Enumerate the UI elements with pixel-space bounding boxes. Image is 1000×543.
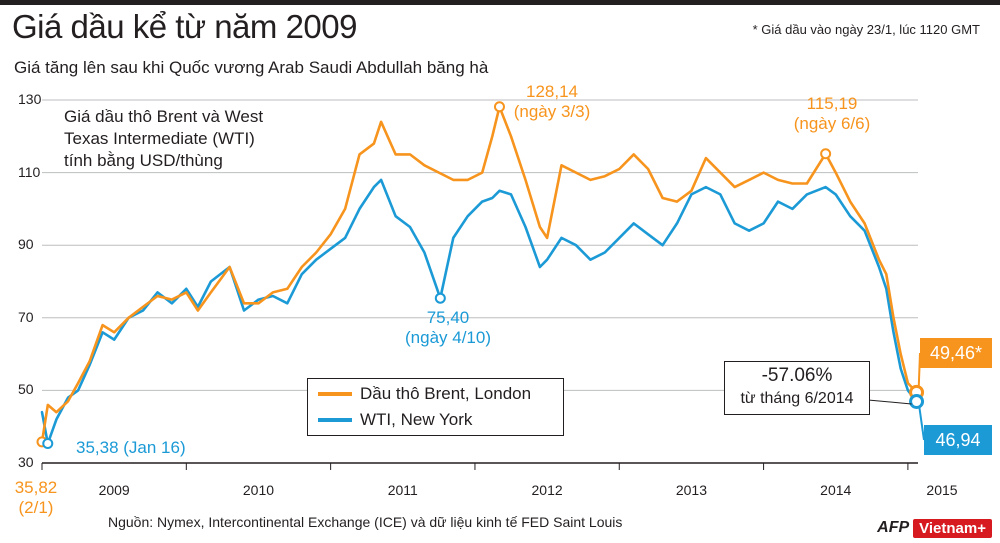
y-tick-label: 130 <box>18 91 42 107</box>
chart-title: Giá dầu kể từ năm 2009 <box>12 8 357 45</box>
brent-end-badge: 49,46* <box>920 338 992 368</box>
wti-low-point <box>42 437 54 449</box>
brent-start-value: 35,82 <box>14 478 58 497</box>
description-line: Giá dầu thô Brent và West <box>64 107 264 126</box>
x-tick-label: 2013 <box>675 482 707 498</box>
wti-dip-point <box>434 292 446 304</box>
legend-item-brent: Dầu thô Brent, London <box>318 382 531 406</box>
x-tick-label: 2009 <box>98 482 130 498</box>
y-tick-label: 50 <box>18 381 34 398</box>
brent-start-date: (2/1) <box>18 498 54 517</box>
x-tick-label: 2010 <box>242 482 275 498</box>
x-tick-label: 2011 <box>387 482 418 498</box>
change-callout: -57.06% từ tháng 6/2014 <box>724 361 870 415</box>
chart-description: Giá dầu thô Brent và West Texas Intermed… <box>64 106 263 172</box>
x-tick-label: 2014 <box>820 482 852 498</box>
brent-2014-peak-point <box>820 148 832 160</box>
legend-swatch-wti <box>318 418 352 422</box>
afp-vietnamplus-logo: AFP Vietnam+ <box>877 517 992 539</box>
y-tick-label: 110 <box>18 163 41 180</box>
brent-2014-date: (ngày 6/6) <box>793 114 871 133</box>
brent-peak-point <box>493 101 505 113</box>
point-markers <box>36 101 925 449</box>
legend: Dầu thô Brent, London WTI, New York <box>307 378 564 436</box>
change-percent: -57.06% <box>761 365 833 386</box>
wti-dip-annotation: 75,40 (ngày 4/10) <box>392 308 504 348</box>
axes <box>41 462 918 470</box>
source-note: Nguồn: Nymex, Intercontinental Exchange … <box>108 514 623 530</box>
brent-peak-date: (ngày 3/3) <box>513 102 591 121</box>
legend-item-wti: WTI, New York <box>318 408 472 432</box>
brent-peak-value: 128,14 <box>526 82 578 101</box>
change-leader <box>867 399 912 405</box>
change-since: từ tháng 6/2014 <box>740 390 854 407</box>
wti-low-annotation: 35,38 (Jan 16) <box>76 438 186 457</box>
chart-subtitle: Giá tăng lên sau khi Quốc vương Arab Sau… <box>14 58 489 77</box>
description-line: Texas Intermediate (WTI) <box>64 129 255 148</box>
description-line: tính bằng USD/thùng <box>64 151 223 170</box>
brent-2014-annotation: 115,19 (ngày 6/6) <box>780 94 884 134</box>
series-layer <box>40 105 918 445</box>
top-rule <box>0 0 1000 5</box>
series-line-brent <box>40 105 918 444</box>
x-tick-label: 2015 <box>926 482 958 498</box>
footnote: * Giá dầu vào ngày 23/1, lúc 1120 GMT <box>752 22 980 37</box>
legend-swatch-brent <box>318 392 352 396</box>
brent-start-annotation: 35,82 (2/1) <box>14 478 58 518</box>
y-tick-label: 30 <box>18 454 34 470</box>
y-tick-label: 70 <box>18 308 34 325</box>
wti-end-point <box>909 394 925 410</box>
legend-label-wti: WTI, New York <box>360 410 473 429</box>
wti-dip-date: (ngày 4/10) <box>405 328 491 347</box>
brent-2014-value: 115,19 <box>806 94 858 113</box>
legend-label-brent: Dầu thô Brent, London <box>360 384 532 403</box>
series-line-wti <box>40 178 918 445</box>
wti-dip-value: 75,40 <box>426 308 470 327</box>
wti-end-badge: 46,94 <box>924 425 992 455</box>
brent-peak-annotation: 128,14 (ngày 3/3) <box>502 82 602 122</box>
vietnamplus-logo-text: Vietnam+ <box>913 518 992 538</box>
x-tick-label: 2012 <box>531 482 563 498</box>
afp-logo-text: AFP <box>877 519 910 536</box>
y-tick-label: 90 <box>18 236 34 253</box>
